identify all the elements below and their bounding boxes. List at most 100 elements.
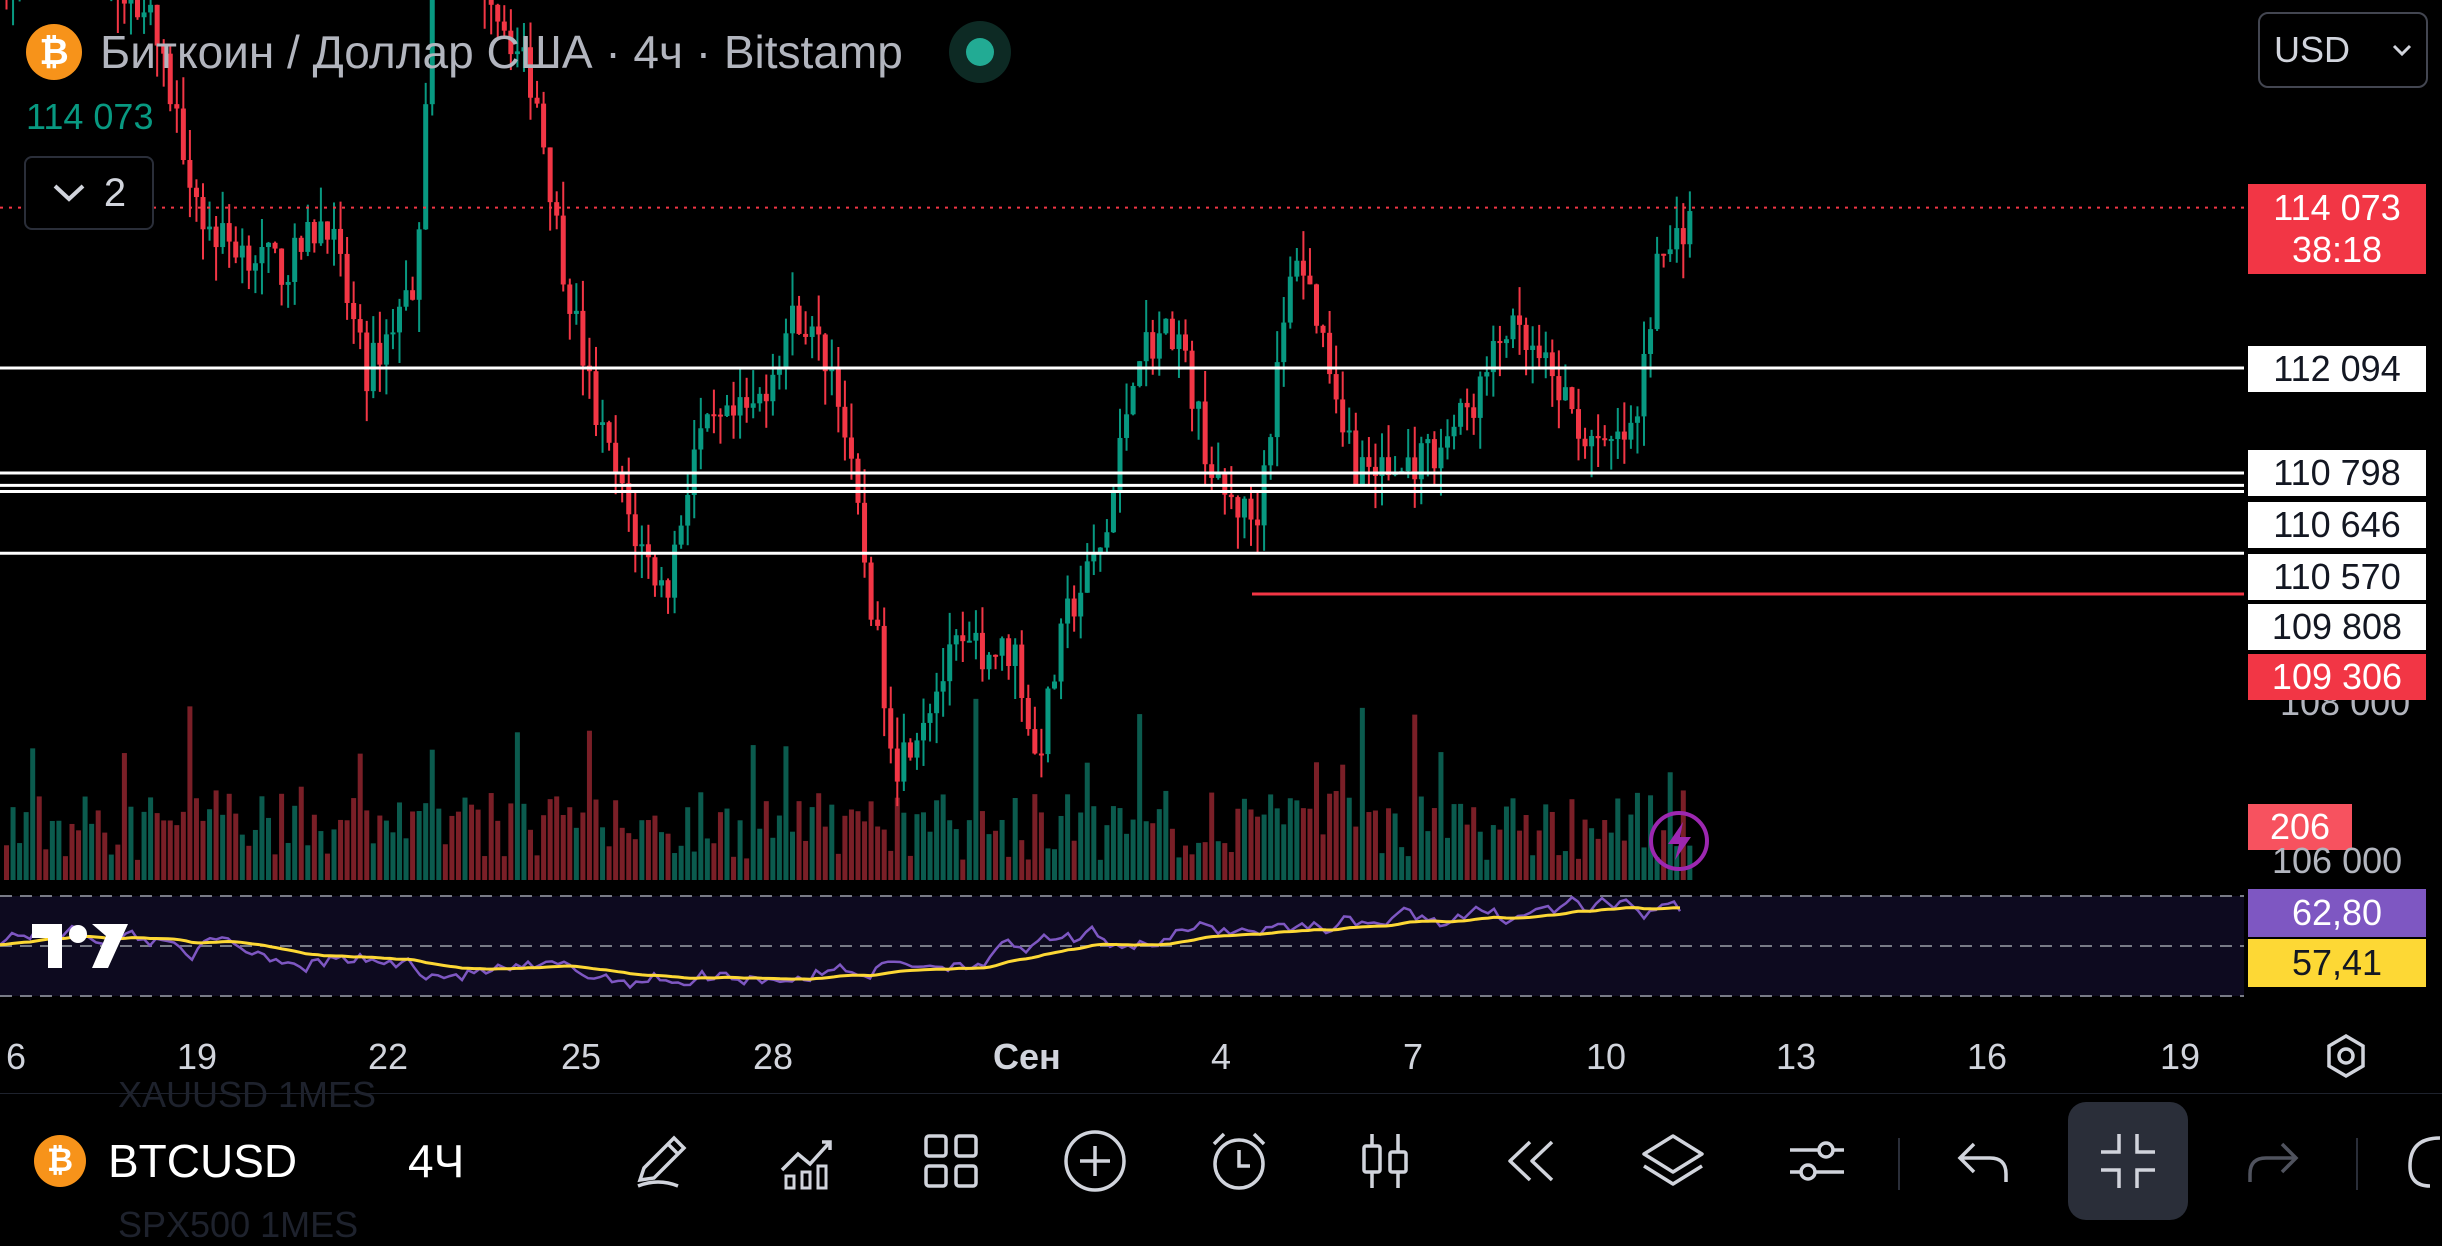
volume-bar	[403, 838, 409, 880]
candle-body	[973, 632, 979, 641]
rsi-ma-value-label: 57,41	[2248, 939, 2426, 987]
redo-button[interactable]	[2238, 1094, 2308, 1227]
candle-body	[364, 332, 370, 392]
volume-bar	[534, 855, 540, 880]
volume-bar	[1228, 852, 1234, 880]
candle-body	[1425, 439, 1431, 444]
volume-bar	[1562, 851, 1568, 880]
exit-fullscreen-button[interactable]	[2068, 1102, 2188, 1220]
candle-body	[724, 405, 730, 417]
candle-body	[501, 21, 507, 31]
draw-tool-button[interactable]	[628, 1094, 698, 1227]
volume-bar	[1137, 714, 1143, 880]
candle-body	[1091, 552, 1097, 562]
x-axis-label: 13	[1776, 1036, 1817, 1077]
lightning-icon[interactable]	[1648, 810, 1710, 872]
rewind-icon	[1508, 1140, 1554, 1181]
x-axis-label: 19	[2160, 1036, 2201, 1077]
symbol-button[interactable]: ₿ BTCUSD	[34, 1094, 297, 1227]
candle-body	[1222, 472, 1228, 495]
candle-body	[1464, 402, 1470, 408]
volume-bar	[501, 856, 507, 880]
candle-body	[488, 0, 494, 5]
candle-body	[1589, 436, 1595, 447]
ghost-watchlist-row: XAUUSD 1MES	[118, 1074, 377, 1115]
candle-body	[1510, 315, 1516, 340]
candle-body	[600, 422, 606, 426]
volume-bar	[95, 810, 101, 880]
volume-bar	[1353, 826, 1359, 880]
volume-bar	[272, 854, 278, 880]
volume-bar	[180, 811, 186, 880]
candle-body	[226, 223, 232, 242]
volume-bar	[351, 798, 357, 880]
replay-button[interactable]	[1494, 1094, 1564, 1227]
candle-body	[803, 333, 809, 337]
volume-bar	[128, 806, 134, 880]
volume-bar	[1503, 806, 1509, 880]
layouts-button[interactable]	[916, 1094, 986, 1227]
candle-body	[1156, 333, 1162, 359]
indicators-button[interactable]	[772, 1094, 842, 1227]
undo-button[interactable]	[1948, 1094, 2018, 1227]
volume-bar	[894, 797, 900, 880]
candle-body	[776, 368, 782, 375]
candle-body	[1595, 436, 1601, 439]
indicators-collapse-button[interactable]: 2	[24, 156, 154, 230]
candle-body	[829, 367, 835, 372]
volume-value-label: 206	[2248, 804, 2352, 850]
candle-body	[1038, 753, 1044, 756]
x-axis-label: 16	[1967, 1036, 2008, 1077]
chart-settings-button[interactable]	[1782, 1094, 1852, 1227]
candle-body	[960, 635, 966, 642]
add-button[interactable]	[1060, 1094, 1130, 1227]
volume-bar	[1071, 840, 1077, 880]
volume-bar	[888, 850, 894, 880]
volume-bar	[1078, 812, 1084, 880]
candle-body	[180, 108, 186, 161]
candle-body	[1012, 644, 1018, 667]
volume-bar	[1222, 843, 1228, 880]
chart-type-button[interactable]	[1350, 1094, 1420, 1227]
candle-body	[1667, 249, 1673, 255]
more-button[interactable]	[2400, 1094, 2442, 1227]
level-label: 110 798	[2248, 450, 2426, 496]
candle-body	[731, 405, 737, 416]
symbol-header[interactable]: ₿ Биткоин / Доллар США · 4ч · Bitstamp	[26, 20, 1011, 84]
volume-bar	[1589, 828, 1595, 880]
candle-body	[1549, 352, 1555, 377]
candle-body	[1209, 464, 1215, 478]
candle-body	[1052, 681, 1057, 689]
volume-bar	[600, 827, 606, 880]
candle-body	[796, 305, 802, 334]
level-label: 110 646	[2248, 502, 2426, 548]
settings-icon[interactable]	[2322, 1032, 2370, 1080]
candle-body	[1543, 352, 1549, 359]
candle-body	[1517, 315, 1523, 325]
candle-body	[148, 4, 154, 13]
currency-select[interactable]: USD	[2258, 12, 2428, 88]
candle-body	[1327, 332, 1333, 375]
volume-bar	[154, 813, 160, 880]
volume-bar	[1366, 812, 1372, 880]
candle-body	[580, 310, 586, 366]
candle-body	[1412, 457, 1418, 480]
volume-bar	[731, 856, 737, 880]
alert-button[interactable]	[1204, 1094, 1274, 1227]
symbol-label: BTCUSD	[108, 1134, 298, 1187]
interval-button[interactable]: 4Ч	[408, 1134, 465, 1187]
volume-bar	[934, 800, 940, 880]
candle-body	[947, 644, 953, 682]
layers-button[interactable]	[1638, 1094, 1708, 1227]
x-axis-label: 4	[1211, 1036, 1232, 1077]
collapse-icon	[2101, 1134, 2155, 1188]
volume-bar	[1667, 772, 1673, 880]
candle-body	[1228, 494, 1234, 498]
volume-bar	[1143, 821, 1149, 880]
candle-body	[266, 242, 271, 248]
volume-bar	[567, 807, 573, 880]
volume-bar	[1576, 858, 1581, 880]
volume-bar	[639, 820, 645, 880]
candle-body	[1300, 260, 1306, 276]
